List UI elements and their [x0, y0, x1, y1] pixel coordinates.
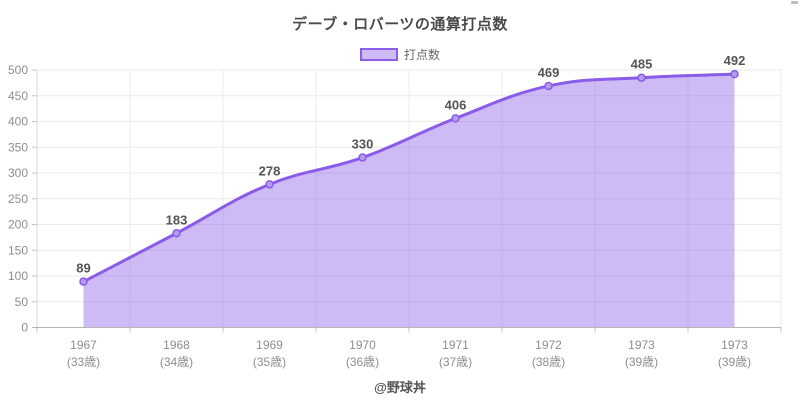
legend-label: 打点数: [403, 47, 440, 62]
data-label: 492: [724, 53, 746, 68]
data-point: [730, 69, 739, 79]
x-tick-label-age: (34歳): [160, 355, 193, 369]
data-label: 406: [445, 97, 467, 112]
y-tick-label: 200: [8, 218, 28, 232]
data-label: 330: [352, 137, 374, 152]
x-tick-label-year: 1968: [163, 338, 190, 352]
x-tick-label-year: 1971: [442, 338, 469, 352]
x-tick-label-year: 1973: [721, 338, 748, 352]
data-label: 89: [76, 261, 90, 276]
x-tick-label-year: 1967: [70, 338, 97, 352]
x-tick-label-age: (38歳): [532, 355, 565, 369]
y-tick-label: 350: [8, 140, 28, 154]
data-point: [172, 229, 181, 238]
data-label: 278: [259, 163, 281, 178]
footer-credit: @野球丼: [374, 380, 426, 395]
x-tick-label-year: 1970: [349, 338, 376, 352]
x-tick-label-age: (33歳): [67, 355, 100, 369]
data-label: 183: [166, 212, 188, 227]
series-line: [82, 72, 736, 284]
data-label: 469: [538, 65, 560, 80]
data-point: [358, 153, 367, 162]
x-tick-label-age: (35歳): [253, 355, 286, 369]
x-tick-label-year: 1973: [628, 338, 655, 352]
y-tick-label: 150: [8, 243, 28, 257]
x-tick-label-year: 1972: [535, 338, 562, 352]
data-point: [265, 180, 274, 189]
y-tick-label: 500: [8, 63, 28, 77]
data-point: [79, 277, 88, 286]
x-tick-label-age: (36歳): [346, 355, 379, 369]
y-tick-label: 0: [21, 321, 28, 335]
y-tick-label: 250: [8, 192, 28, 206]
x-tick-label-age: (39歳): [625, 355, 658, 369]
y-tick-label: 100: [8, 269, 28, 283]
data-label: 485: [631, 57, 653, 72]
data-point: [637, 73, 646, 82]
x-tick-label-age: (37歳): [439, 355, 472, 369]
y-tick-label: 50: [15, 295, 29, 309]
legend-swatch: [359, 47, 398, 61]
y-tick-label: 400: [8, 115, 28, 129]
y-tick-label: 300: [8, 166, 28, 180]
x-tick-label-age: (39歳): [718, 355, 751, 369]
legend[interactable]: 打点数: [0, 46, 800, 62]
series-area: [83, 74, 735, 328]
data-point: [451, 114, 460, 123]
cropped-ui-artifact: [791, 1, 798, 4]
x-tick-label-year: 1969: [256, 338, 283, 352]
chart-title: デーブ・ロバーツの通算打点数: [292, 16, 508, 33]
y-tick-label: 450: [8, 89, 28, 103]
data-point: [544, 81, 553, 91]
